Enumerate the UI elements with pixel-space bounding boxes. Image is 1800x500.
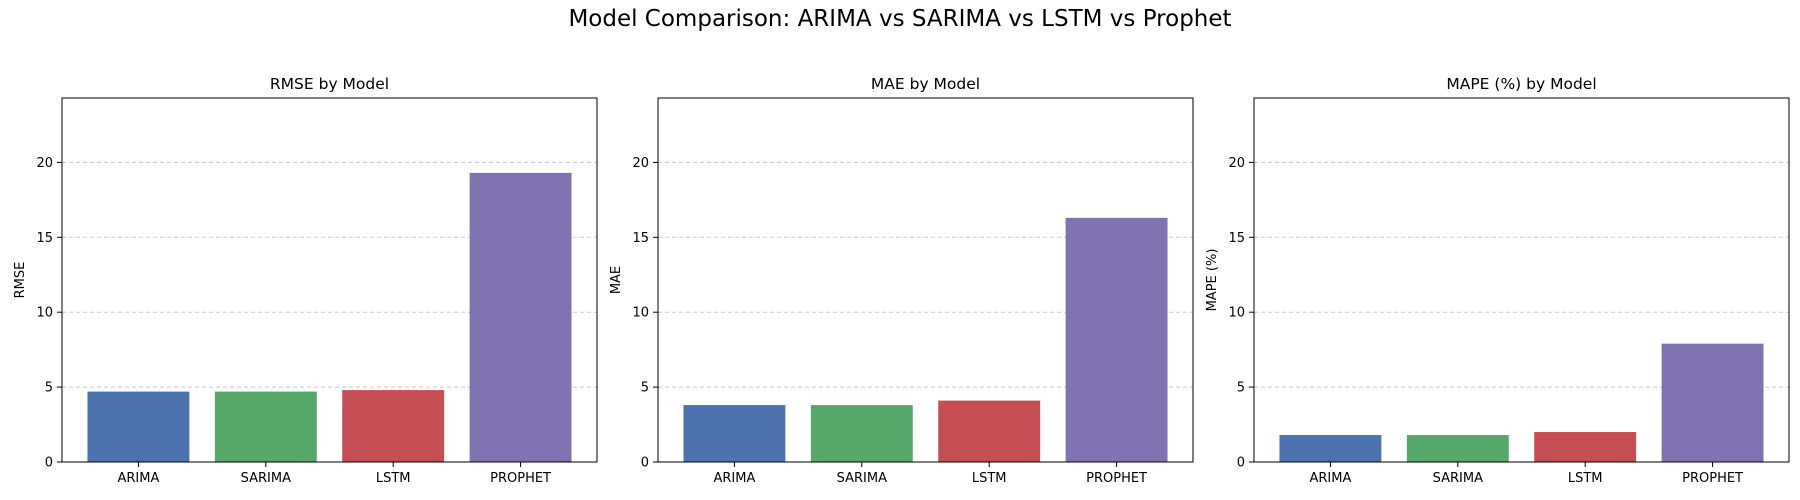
chart-title: MAE by Model <box>871 75 980 93</box>
bar-lstm <box>1534 432 1637 462</box>
x-tick-label: ARIMA <box>713 471 755 486</box>
x-tick-label: PROPHET <box>1086 471 1147 486</box>
bar-prophet <box>1661 343 1764 462</box>
y-axis-label: MAPE (%) <box>1205 249 1220 312</box>
y-tick-label: 15 <box>1228 231 1245 246</box>
x-tick-label: SARIMA <box>241 471 291 486</box>
bar-sarima <box>1406 435 1509 462</box>
bar-arima <box>1279 435 1382 462</box>
bar-lstm <box>938 400 1041 462</box>
y-tick-label: 5 <box>1237 381 1245 396</box>
x-tick-label: ARIMA <box>1309 471 1351 486</box>
y-tick-label: 20 <box>632 156 649 171</box>
chart-panel-2: ARIMA SARIMA LSTM PROPHET 0 5 10 15 20 MAE by Mod… <box>609 75 1194 486</box>
axes-frame <box>61 97 598 463</box>
y-tick-label: 10 <box>36 306 53 321</box>
y-axis-label: MAE <box>609 266 624 294</box>
y-tick-label: 10 <box>632 306 649 321</box>
y-tick-label: 10 <box>1228 306 1245 321</box>
bar-arima <box>87 391 190 462</box>
y-tick-label: 15 <box>36 231 53 246</box>
y-tick-label: 0 <box>641 456 649 471</box>
figure-title: Model Comparison: ARIMA vs SARIMA vs LST… <box>568 6 1232 32</box>
chart-panel-1: ARIMA SARIMA LSTM PROPHET 0 5 10 15 20 RMSE by Mo… <box>13 75 598 486</box>
y-axis-label: RMSE <box>13 262 28 299</box>
bar-sarima <box>810 405 913 462</box>
axes-frame <box>1253 97 1790 463</box>
x-tick-label: LSTM <box>376 471 411 486</box>
x-tick-label: LSTM <box>972 471 1007 486</box>
chart-title: MAPE (%) by Model <box>1446 75 1596 93</box>
bar-arima <box>683 405 786 462</box>
x-tick-label: SARIMA <box>1433 471 1483 486</box>
bar-sarima <box>214 391 317 462</box>
y-tick-label: 15 <box>632 231 649 246</box>
bar-prophet <box>1065 217 1168 462</box>
x-tick-label: PROPHET <box>1682 471 1743 486</box>
y-tick-label: 0 <box>1237 456 1245 471</box>
y-tick-label: 5 <box>45 381 53 396</box>
x-tick-label: SARIMA <box>837 471 887 486</box>
x-tick-label: LSTM <box>1568 471 1603 486</box>
y-tick-label: 5 <box>641 381 649 396</box>
axes-frame <box>657 97 1194 463</box>
y-tick-label: 20 <box>1228 156 1245 171</box>
y-tick-label: 20 <box>36 156 53 171</box>
x-tick-label: PROPHET <box>490 471 551 486</box>
bar-lstm <box>342 390 445 462</box>
bar-prophet <box>469 172 572 462</box>
x-tick-label: ARIMA <box>117 471 159 486</box>
chart-title: RMSE by Model <box>270 75 389 93</box>
y-tick-label: 0 <box>45 456 53 471</box>
chart-panel-3: ARIMA SARIMA LSTM PROPHET 0 5 10 15 20 MAPE (%) b… <box>1205 75 1790 486</box>
